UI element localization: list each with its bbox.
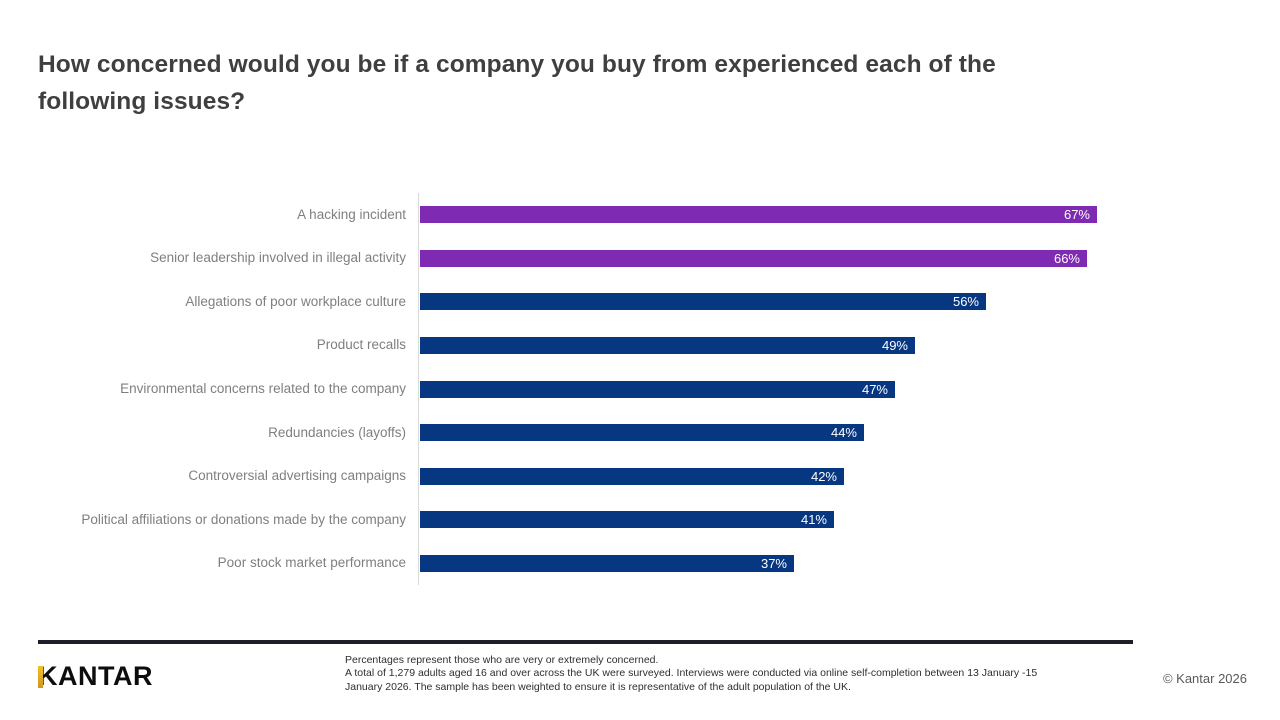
category-label: Product recalls — [316, 337, 406, 353]
category-label: Controversial advertising campaigns — [188, 468, 406, 484]
bar: 66% — [420, 249, 1087, 267]
title-line-1: How concerned would you be if a company … — [38, 51, 996, 78]
chart-row: Environmental concerns related to the co… — [38, 367, 1148, 411]
bar-value-label: 67% — [1063, 207, 1090, 223]
copyright: © Kantar 2026 — [1162, 671, 1247, 686]
kantar-logo-text: KANTAR — [38, 661, 153, 691]
bar-value-label: 66% — [1053, 250, 1080, 266]
category-label: Environmental concerns related to the co… — [120, 381, 406, 397]
category-label: Allegations of poor workplace culture — [185, 293, 406, 309]
bar: 44% — [420, 424, 864, 442]
y-axis-line — [418, 193, 419, 585]
chart-row: A hacking incident 67% — [38, 193, 1148, 237]
bar-chart: A hacking incident 67% Senior leadership i… — [38, 193, 1148, 585]
page-title: How concerned would you be if a company … — [38, 46, 1158, 120]
bar: 47% — [420, 380, 895, 398]
bar-value-label: 56% — [952, 294, 979, 310]
category-label: Redundancies (layoffs) — [268, 424, 406, 440]
footnote: Percentages represent those who are very… — [345, 654, 1075, 694]
kantar-logo: KANTAR — [38, 661, 153, 691]
bar: 41% — [420, 511, 834, 529]
footnote-line-2: A total of 1,279 adults aged 16 and over… — [345, 667, 1038, 680]
footer-divider — [38, 640, 1133, 644]
title-line-2: following issues? — [38, 88, 246, 115]
footnote-line-1: Percentages represent those who are very… — [345, 654, 659, 666]
chart-row: Senior leadership involved in illegal ac… — [38, 237, 1148, 281]
bar-value-label: 42% — [810, 468, 837, 484]
chart-row: Product recalls 49% — [38, 324, 1148, 368]
bar: 56% — [420, 293, 986, 311]
chart-row: Allegations of poor workplace culture 56% — [38, 280, 1148, 324]
category-label: Senior leadership involved in illegal ac… — [150, 250, 406, 266]
chart-row: Political affiliations or donations made… — [38, 498, 1148, 542]
footnote-line-3: January 2026. The sample has been weight… — [345, 680, 851, 693]
category-label: Poor stock market performance — [217, 555, 406, 571]
bar-value-label: 37% — [760, 555, 787, 571]
bar-value-label: 44% — [830, 425, 857, 441]
category-label: Political affiliations or donations made… — [81, 511, 406, 527]
category-label: A hacking incident — [297, 206, 406, 222]
bar: 67% — [420, 206, 1097, 224]
bar-value-label: 41% — [800, 512, 827, 528]
bar: 37% — [420, 554, 794, 572]
bar-value-label: 49% — [881, 337, 908, 353]
chart-row: Controversial advertising campaigns 42% — [38, 454, 1148, 498]
bar-value-label: 47% — [861, 381, 888, 397]
chart-row: Redundancies (layoffs) 44% — [38, 411, 1148, 455]
logo-accent-bar — [38, 666, 43, 688]
bar: 49% — [420, 336, 915, 354]
bar: 42% — [420, 467, 844, 485]
chart-row: Poor stock market performance 37% — [38, 542, 1148, 586]
